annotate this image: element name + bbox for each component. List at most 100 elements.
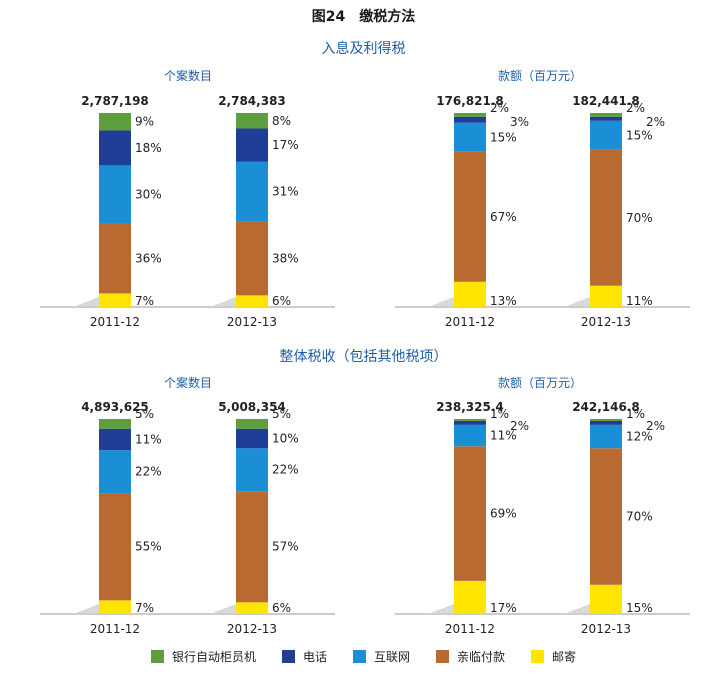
bar-segment-mail-1-0 bbox=[454, 281, 486, 307]
data-label-mail-0-1: 6% bbox=[272, 294, 291, 308]
bar-segment-atm-0-0 bbox=[99, 113, 131, 131]
bar-shadow-1-1 bbox=[564, 297, 590, 307]
legend-swatch-counter bbox=[436, 650, 449, 663]
bar-segment-counter-3-1 bbox=[590, 448, 622, 585]
bar-segment-internet-3-0 bbox=[454, 424, 486, 447]
bar-segment-counter-2-1 bbox=[236, 491, 268, 603]
data-label-atm-1-0: 2% bbox=[490, 101, 509, 115]
legend-label-atm: 银行自动柜员机 bbox=[171, 650, 256, 664]
data-label-mail-1-0: 13% bbox=[490, 294, 517, 308]
data-label-phone-0-0: 18% bbox=[135, 141, 162, 155]
bar-segment-internet-1-0 bbox=[454, 122, 486, 152]
data-label-atm-3-1: 1% bbox=[626, 407, 645, 421]
bar-segment-mail-0-0 bbox=[99, 293, 131, 307]
data-label-counter-2-1: 57% bbox=[272, 540, 299, 554]
bar-shadow-0-1 bbox=[210, 297, 236, 307]
figure-title: 图24 缴税方法 bbox=[311, 9, 416, 25]
data-label-mail-0-0: 7% bbox=[135, 294, 154, 308]
bar-segment-mail-3-0 bbox=[454, 580, 486, 614]
legend-label-counter: 亲临付款 bbox=[457, 650, 506, 664]
bar-shadow-0-0 bbox=[73, 297, 99, 307]
legend-label-phone: 电话 bbox=[302, 650, 327, 664]
legend-item-internet: 互联网 bbox=[352, 648, 410, 665]
legend-label-mail: 邮寄 bbox=[552, 650, 577, 664]
data-label-phone-2-0: 11% bbox=[135, 432, 162, 446]
bar-segment-phone-2-0 bbox=[99, 428, 131, 451]
bar-shadow-1-0 bbox=[428, 297, 454, 307]
data-label-mail-1-1: 11% bbox=[626, 294, 653, 308]
bar-total-label-3-1: 242,146.8 bbox=[572, 400, 640, 414]
stacked-bar-charts: 7% 36% 30% 18% 9% 2,787,198 2011-12 6% 38% 31% 17%… bbox=[40, 94, 690, 636]
panel-title-cases-overall: 个案数目 bbox=[163, 376, 212, 390]
data-label-counter-3-1: 70% bbox=[626, 510, 653, 524]
data-label-internet-0-0: 30% bbox=[135, 187, 162, 201]
bar-segment-atm-2-0 bbox=[99, 419, 131, 429]
data-label-mail-3-1: 15% bbox=[626, 601, 653, 615]
legend-item-mail: 邮寄 bbox=[531, 648, 576, 665]
data-label-atm-2-1: 5% bbox=[272, 407, 291, 421]
bar-segment-mail-2-1 bbox=[236, 602, 268, 614]
bar-segment-mail-3-1 bbox=[590, 584, 622, 614]
bar-segment-atm-3-1 bbox=[590, 419, 622, 421]
bar-segment-phone-2-1 bbox=[236, 428, 268, 449]
data-label-atm-1-1: 2% bbox=[626, 101, 645, 115]
bar-segment-phone-3-0 bbox=[454, 420, 486, 425]
bar-segment-atm-2-1 bbox=[236, 419, 268, 429]
data-label-mail-3-0: 17% bbox=[490, 601, 517, 615]
data-label-internet-1-1: 15% bbox=[626, 128, 653, 142]
bar-total-label-1-1: 182,441.8 bbox=[572, 94, 640, 108]
bar-shadow-3-1 bbox=[564, 604, 590, 614]
data-label-internet-1-0: 15% bbox=[490, 130, 517, 144]
bar-segment-phone-0-1 bbox=[236, 128, 268, 162]
bar-segment-internet-3-1 bbox=[590, 424, 622, 449]
section-title-overall-tax: 整体税收（包括其他税项） bbox=[279, 349, 448, 365]
bar-total-label-3-0: 238,325.4 bbox=[436, 400, 504, 414]
bar-segment-atm-1-1 bbox=[590, 113, 622, 117]
data-label-counter-1-1: 70% bbox=[626, 211, 653, 225]
bar-total-label-0-0: 2,787,198 bbox=[81, 94, 149, 108]
bar-segment-phone-3-1 bbox=[590, 420, 622, 425]
bar-segment-phone-1-1 bbox=[590, 116, 622, 121]
data-label-counter-3-0: 69% bbox=[490, 507, 517, 521]
bar-shadow-2-1 bbox=[210, 604, 236, 614]
bar-total-label-2-0: 4,893,625 bbox=[81, 400, 149, 414]
data-label-internet-0-1: 31% bbox=[272, 185, 299, 199]
legend-swatch-atm bbox=[150, 650, 164, 663]
data-label-phone-1-0: 3% bbox=[510, 115, 529, 129]
data-label-phone-3-0: 2% bbox=[510, 419, 529, 433]
data-label-atm-2-0: 5% bbox=[135, 407, 154, 421]
bar-total-label-2-1: 5,008,354 bbox=[218, 400, 286, 414]
bar-segment-internet-1-1 bbox=[590, 120, 622, 150]
data-label-phone-1-1: 2% bbox=[646, 115, 665, 129]
data-label-internet-3-1: 12% bbox=[626, 430, 653, 444]
bar-total-label-0-1: 2,784,383 bbox=[218, 94, 286, 108]
data-label-atm-0-0: 9% bbox=[135, 115, 154, 129]
bar-total-label-1-0: 176,821.8 bbox=[436, 94, 504, 108]
bar-shadow-3-0 bbox=[428, 604, 454, 614]
data-label-phone-0-1: 17% bbox=[272, 138, 299, 152]
data-label-mail-2-1: 6% bbox=[272, 601, 291, 615]
data-label-atm-0-1: 8% bbox=[272, 114, 291, 128]
bar-segment-mail-1-1 bbox=[590, 285, 622, 307]
legend-label-internet: 互联网 bbox=[373, 650, 410, 664]
data-label-counter-0-1: 38% bbox=[272, 252, 299, 266]
legend-swatch-internet bbox=[352, 650, 366, 663]
data-label-internet-2-1: 22% bbox=[272, 463, 299, 477]
category-label-0-0: 2011-12 bbox=[90, 315, 140, 329]
bar-segment-counter-3-0 bbox=[454, 446, 486, 581]
bar-segment-internet-2-1 bbox=[236, 448, 268, 492]
bar-segment-atm-3-0 bbox=[454, 419, 486, 421]
bar-segment-counter-0-0 bbox=[99, 223, 131, 294]
panel-title-cases-income: 个案数目 bbox=[163, 69, 212, 83]
panel-title-amount-overall: 款额（百万元） bbox=[497, 376, 582, 390]
category-label-1-0: 2011-12 bbox=[445, 315, 495, 329]
bar-shadow-2-0 bbox=[73, 604, 99, 614]
data-label-phone-3-1: 2% bbox=[646, 419, 665, 433]
legend-swatch-mail bbox=[531, 650, 545, 663]
bar-segment-internet-0-1 bbox=[236, 161, 268, 222]
section-title-income-tax: 入息及利得税 bbox=[321, 41, 406, 57]
data-label-phone-2-1: 10% bbox=[272, 432, 299, 446]
category-label-3-0: 2011-12 bbox=[445, 622, 495, 636]
legend-item-phone: 电话 bbox=[281, 648, 327, 665]
data-label-counter-1-0: 67% bbox=[490, 210, 517, 224]
